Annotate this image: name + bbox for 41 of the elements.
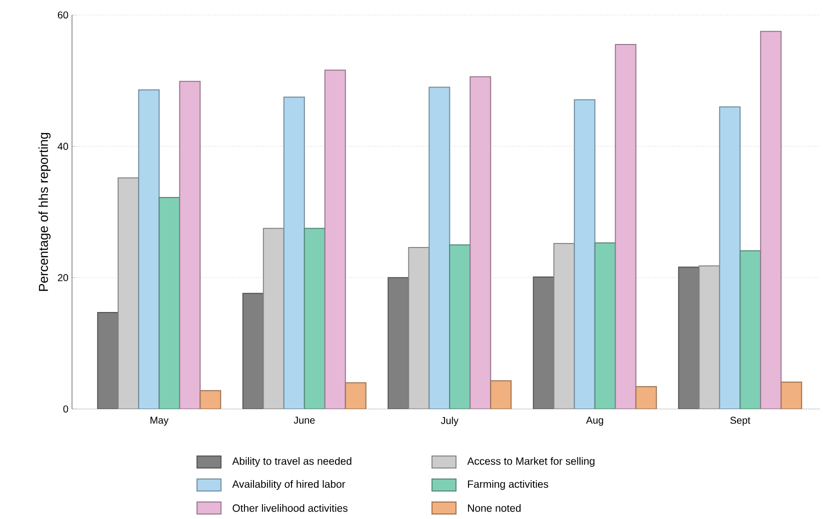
- bar: [490, 380, 512, 409]
- x-tick-label: May: [150, 416, 169, 426]
- bar: [449, 244, 471, 409]
- bar: [428, 86, 450, 409]
- bar: [262, 228, 284, 409]
- bar: [574, 99, 596, 409]
- legend-label: Availability of hired labor: [232, 480, 346, 490]
- bar: [304, 228, 326, 409]
- bar: [158, 197, 180, 409]
- bar: [179, 80, 201, 409]
- bar: [740, 250, 762, 409]
- bar: [614, 44, 636, 409]
- bar: [138, 89, 160, 409]
- y-tick-label: 40: [58, 142, 68, 150]
- bar: [594, 242, 616, 409]
- y-axis-title: Percentage of hhs reporting: [38, 132, 51, 291]
- x-tick-label: July: [440, 416, 458, 426]
- bar: [200, 390, 222, 409]
- bar: [553, 243, 575, 409]
- legend-label: Ability to travel as needed: [232, 457, 352, 467]
- y-tick-label: 20: [58, 274, 68, 282]
- legend-label: Access to Market for selling: [467, 457, 594, 467]
- bar: [470, 76, 492, 409]
- legend-label: Farming activities: [468, 480, 548, 490]
- y-tick-label: 0: [63, 405, 68, 413]
- bar: [698, 265, 720, 409]
- legend-label: Other livelihood activities: [232, 504, 348, 512]
- bar: [324, 70, 346, 409]
- y-tick-label: 60: [58, 11, 68, 19]
- x-tick-label: Aug: [586, 416, 604, 426]
- legend-label: None noted: [468, 504, 521, 512]
- x-tick-label: June: [294, 416, 315, 424]
- bar: [283, 96, 305, 409]
- bar: [719, 106, 741, 409]
- bar: [408, 246, 430, 409]
- bar: [344, 382, 366, 409]
- bar: [118, 177, 140, 409]
- bar: [760, 30, 782, 409]
- bar: [635, 386, 657, 409]
- x-tick-label: Sept: [730, 416, 750, 426]
- bar: [780, 382, 802, 409]
